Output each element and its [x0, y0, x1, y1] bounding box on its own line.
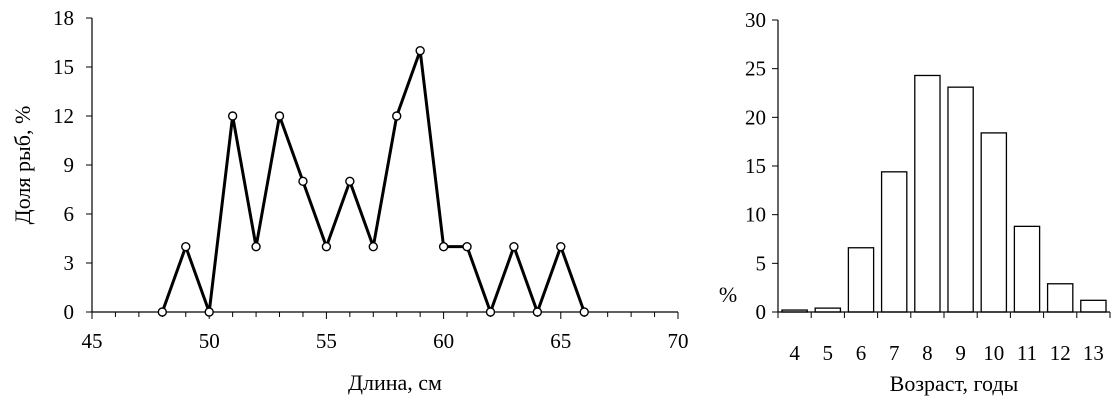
bar	[980, 132, 1008, 313]
data-point	[298, 176, 308, 187]
y-tick-label: 25	[745, 57, 766, 81]
x-tick-label: 7	[889, 341, 900, 365]
y-tick-label: 30	[745, 8, 766, 32]
data-point	[485, 307, 496, 317]
x-tick-label: 10	[983, 341, 1004, 365]
bar	[1046, 283, 1074, 313]
data-point	[392, 111, 402, 121]
y-tick-label: 12	[53, 104, 74, 128]
data-point	[345, 176, 355, 187]
data-point	[368, 241, 378, 252]
y-tick-label: 0	[64, 300, 75, 324]
data-point	[579, 307, 589, 317]
x-tick-label: 55	[316, 329, 337, 353]
x-tick-label: 8	[922, 341, 933, 365]
y-tick-label: 18	[53, 6, 74, 30]
x-tick-label: 60	[433, 329, 454, 353]
bar	[947, 86, 974, 313]
data-point	[204, 307, 214, 317]
data-point	[438, 241, 449, 252]
data-point	[462, 241, 472, 252]
x-tick-label: 45	[82, 329, 103, 353]
data-point	[509, 241, 519, 252]
x-tick-label: 6	[856, 341, 867, 365]
x-axis-title: Возраст, годы	[890, 371, 1019, 396]
y-tick-label: 5	[756, 251, 767, 275]
bar	[1080, 299, 1107, 313]
y-tick-label: 6	[64, 202, 75, 226]
x-tick-label: 5	[823, 341, 834, 365]
data-point	[157, 307, 168, 317]
x-tick-label: 12	[1050, 341, 1071, 365]
y-tick-label: 3	[64, 251, 75, 275]
data-point	[181, 241, 191, 252]
data-point	[251, 241, 261, 252]
data-point	[532, 307, 543, 317]
length-frequency-chart: 45 50 55 60 65 70 0 3 6 9 12 15 18 Длина, см Доля рыб,…	[10, 6, 689, 395]
data-point	[415, 45, 425, 56]
x-tick-label: 13	[1083, 341, 1104, 365]
bar	[880, 171, 908, 313]
x-tick-label: 4	[789, 341, 800, 365]
y-axis-title: Доля рыб, %	[10, 106, 35, 225]
bar	[847, 247, 875, 313]
x-tick-label: 50	[199, 329, 220, 353]
data-point	[274, 111, 285, 121]
y-tick-label: 15	[53, 55, 74, 79]
y-tick-label: 15	[745, 154, 766, 178]
bar	[914, 74, 941, 313]
x-tick-label: 65	[550, 329, 571, 353]
y-tick-label: 10	[745, 203, 766, 227]
data-point	[321, 241, 332, 252]
x-tick-label: 70	[668, 329, 689, 353]
x-tick-label: 9	[955, 341, 966, 365]
data-point	[227, 111, 238, 121]
y-tick-label: 20	[745, 105, 766, 129]
bar	[1013, 225, 1041, 313]
y-axis-title: %	[719, 282, 737, 307]
series-line	[160, 49, 586, 314]
y-tick-label: 9	[64, 153, 75, 177]
y-tick-label: 0	[756, 300, 767, 324]
data-point	[556, 241, 566, 252]
x-tick-label: 11	[1017, 341, 1037, 365]
x-axis-title: Длина, см	[348, 370, 442, 395]
